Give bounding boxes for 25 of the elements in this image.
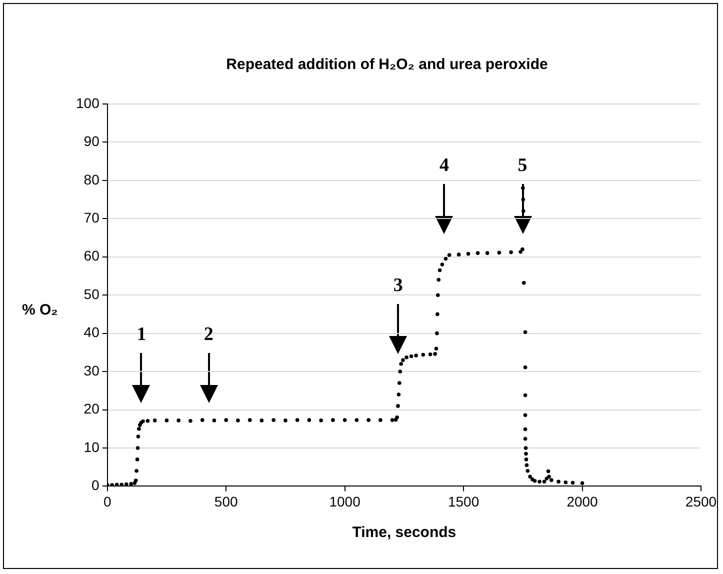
y-tick-label: 10	[84, 438, 100, 455]
annotation: 5	[516, 155, 528, 176]
y-tick-label: 60	[84, 248, 100, 264]
y-tick-label: 90	[84, 133, 100, 150]
y-axis-title: % O₂	[22, 302, 58, 319]
x-tick-label: 2500	[685, 493, 717, 510]
y-tick-label: 70	[84, 210, 100, 226]
x-tick-label: 500	[214, 493, 238, 510]
y-tick-label: 40	[84, 324, 100, 340]
y-tick-label: 30	[84, 362, 100, 378]
y-tick-label: 20	[84, 400, 100, 417]
annotation: 4	[438, 155, 450, 176]
annotation: 1	[136, 324, 148, 346]
y-tick-label: 50	[84, 286, 100, 302]
annotation: 2	[202, 324, 214, 346]
x-tick-label: 2000	[566, 493, 598, 510]
y-tick-label: 100	[76, 94, 100, 111]
y-tick-label: 80	[84, 171, 100, 188]
chart-title: Repeated addition of H₂O₂ and urea peroxide	[226, 56, 548, 74]
x-tick-label: 1000	[329, 493, 361, 510]
x-axis-title: Time, seconds	[352, 524, 456, 542]
x-tick-label: 1500	[448, 493, 480, 510]
y-tick-label: 0	[92, 477, 100, 494]
annotation: 3	[392, 275, 404, 296]
x-tick-label: 0	[103, 493, 112, 510]
